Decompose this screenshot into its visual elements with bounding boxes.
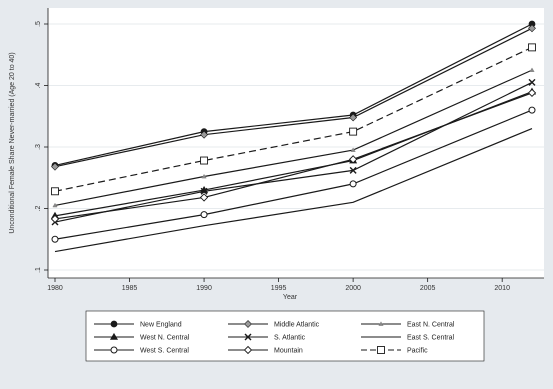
legend-item: Mountain bbox=[228, 345, 303, 355]
legend-label: East N. Central bbox=[407, 322, 455, 329]
series-line bbox=[54, 69, 533, 207]
legend-label: East S. Central bbox=[407, 335, 455, 342]
data-point bbox=[528, 24, 536, 33]
data-point bbox=[51, 235, 59, 243]
data-point bbox=[199, 193, 209, 202]
data-point bbox=[200, 156, 209, 165]
legend-item: New England bbox=[94, 320, 182, 329]
legend-label: S. Atlantic bbox=[274, 335, 306, 342]
x-tick-label: 1985 bbox=[122, 285, 138, 292]
data-point bbox=[201, 173, 207, 179]
data-point bbox=[349, 113, 358, 122]
legend-label: West N. Central bbox=[140, 335, 190, 342]
data-point bbox=[200, 187, 208, 195]
y-tick-label: .3 bbox=[35, 144, 42, 150]
data-point bbox=[349, 180, 357, 188]
series-middle-atlantic bbox=[51, 24, 536, 171]
y-tick-label: .5 bbox=[35, 21, 42, 27]
y-tick-label: .1 bbox=[35, 267, 42, 273]
x-tick-label: 1980 bbox=[47, 285, 63, 292]
x-tick-label: 2005 bbox=[420, 285, 436, 292]
legend-label: Pacific bbox=[407, 348, 428, 355]
legend-item: Pacific bbox=[361, 346, 428, 355]
legend-item: S. Atlantic bbox=[228, 333, 306, 342]
legend-item: Middle Atlantic bbox=[228, 320, 320, 329]
y-tick-label: .2 bbox=[35, 205, 42, 211]
data-point bbox=[51, 162, 59, 171]
x-tick-label: 1995 bbox=[271, 285, 287, 292]
data-point bbox=[528, 43, 536, 52]
series-east-s-central bbox=[54, 127, 533, 253]
legend-swatch-marker bbox=[378, 321, 384, 326]
series-east-n-central bbox=[52, 67, 535, 208]
series-line bbox=[54, 109, 533, 240]
data-point bbox=[50, 214, 60, 224]
data-point bbox=[200, 211, 208, 219]
series-mountain bbox=[50, 88, 537, 224]
data-point bbox=[527, 88, 537, 98]
data-point bbox=[200, 130, 208, 139]
legend-swatch-marker bbox=[244, 320, 252, 328]
data-point bbox=[350, 147, 356, 152]
data-point bbox=[528, 78, 536, 86]
series-line bbox=[54, 23, 533, 167]
legend-item: East S. Central bbox=[361, 335, 455, 342]
axes bbox=[47, 8, 544, 279]
data-point bbox=[349, 166, 357, 174]
series-line bbox=[54, 46, 533, 192]
legend-label: West S. Central bbox=[140, 348, 189, 355]
ticks: .1 .2 .3 .4 .5 1980 1985 1990 1995 2000 2005 2010 bbox=[35, 21, 510, 292]
series-line bbox=[54, 27, 533, 168]
legend-label: Mountain bbox=[274, 348, 303, 355]
data-point bbox=[52, 202, 58, 208]
legend-swatch-marker bbox=[110, 346, 118, 354]
data-point bbox=[348, 155, 358, 164]
legend: New England Middle Atlantic East N. Centra… bbox=[85, 310, 485, 362]
x-tick-label: 2010 bbox=[494, 285, 510, 292]
data-point bbox=[529, 67, 535, 72]
x-tick-label: 2000 bbox=[345, 285, 361, 292]
legend-label: Middle Atlantic bbox=[274, 322, 320, 329]
y-tick-label: .4 bbox=[35, 82, 42, 88]
y-axis-title: Unconditional Female Share Never-married… bbox=[9, 52, 16, 233]
legend-label: New England bbox=[140, 322, 182, 329]
legend-swatch-marker bbox=[109, 332, 119, 340]
legend-swatch-marker bbox=[377, 346, 385, 354]
series-line bbox=[54, 127, 533, 253]
legend-item: East N. Central bbox=[361, 321, 455, 329]
x-tick-label: 1990 bbox=[196, 285, 212, 292]
legend-box bbox=[85, 310, 485, 362]
legend-item: West S. Central bbox=[94, 346, 189, 355]
x-axis-title: Year bbox=[283, 294, 298, 301]
series-line bbox=[54, 92, 533, 220]
data-point bbox=[349, 127, 358, 136]
data-point bbox=[51, 187, 59, 196]
series-pacific bbox=[51, 43, 536, 196]
legend-item: West N. Central bbox=[94, 332, 190, 342]
series-lines bbox=[50, 20, 537, 253]
legend-swatch-marker bbox=[244, 333, 252, 341]
legend-swatch-marker bbox=[110, 320, 118, 328]
data-point bbox=[528, 106, 536, 114]
series-west-s-central bbox=[51, 106, 536, 243]
legend-swatch-marker bbox=[243, 345, 253, 355]
